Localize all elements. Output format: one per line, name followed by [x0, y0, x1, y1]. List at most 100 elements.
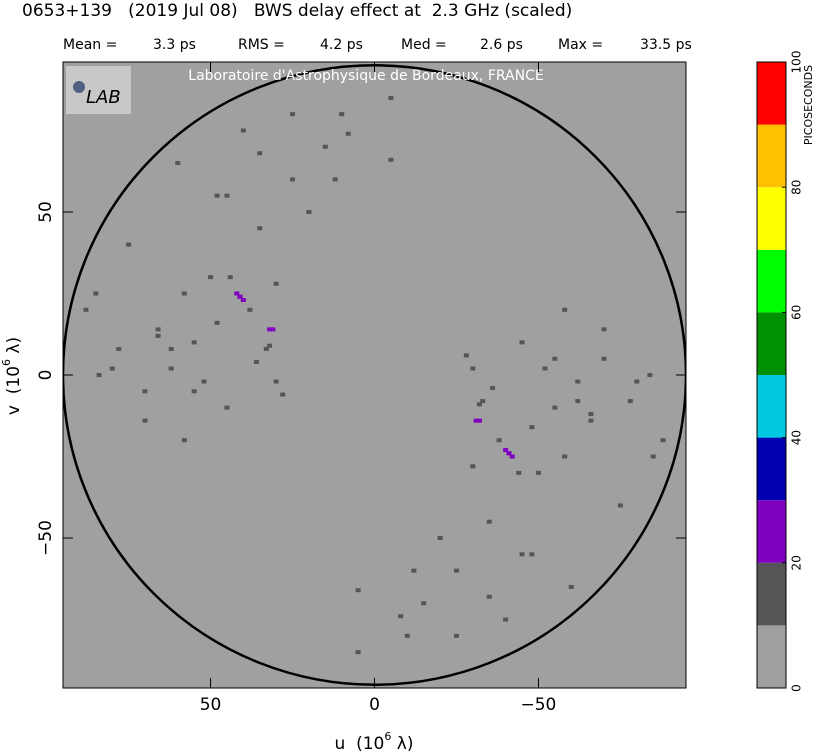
colorbar-tick-label: 20 — [790, 555, 804, 570]
colorbar-tick-label: 60 — [790, 305, 804, 320]
uv-point — [273, 281, 279, 286]
colorbar-segment — [757, 437, 786, 501]
uv-point — [437, 536, 443, 541]
colorbar-tick-label: 0 — [790, 684, 804, 692]
uv-point — [234, 291, 240, 296]
uv-point — [529, 552, 535, 557]
uv-point — [93, 291, 99, 296]
uv-point — [516, 470, 522, 475]
uv-point — [214, 193, 220, 198]
uv-point — [240, 298, 246, 303]
uv-point — [280, 392, 286, 397]
uv-point — [214, 320, 220, 325]
uv-point — [339, 112, 345, 117]
uv-point — [404, 633, 410, 638]
uv-point — [627, 399, 633, 404]
uv-point — [617, 503, 623, 508]
colorbar-segment — [757, 187, 786, 250]
uv-point — [224, 405, 230, 410]
colorbar-segment — [757, 249, 786, 313]
uv-point — [470, 464, 476, 469]
uv-point — [388, 95, 394, 100]
uv-point — [83, 307, 89, 312]
uv-point — [201, 379, 207, 384]
uv-point — [480, 399, 486, 404]
colorbar-tick-label: 100 — [790, 51, 804, 74]
uv-point — [509, 454, 515, 459]
uv-point — [398, 614, 404, 619]
colorbar-tick-label: 80 — [790, 180, 804, 195]
uv-point — [253, 359, 259, 364]
uv-point — [388, 157, 394, 162]
stat-label: Mean = — [63, 37, 117, 53]
uv-point — [496, 438, 502, 443]
uv-point — [453, 568, 459, 573]
label-unit: λ) — [391, 734, 413, 754]
logo-dot — [73, 81, 85, 93]
label-sup: 6 — [384, 730, 391, 743]
stat-label: RMS = — [238, 37, 285, 53]
uv-point — [453, 633, 459, 638]
uv-point — [191, 340, 197, 345]
uv-point — [411, 568, 417, 573]
stat-value: 2.6 ps — [480, 37, 523, 53]
uv-point — [270, 327, 276, 332]
label-sup: 6 — [0, 359, 13, 366]
uv-point — [257, 151, 263, 156]
colorbar-tick-label: 40 — [790, 430, 804, 445]
uv-point — [273, 379, 279, 384]
uv-point — [463, 353, 469, 358]
uv-point — [588, 418, 594, 423]
uv-point — [519, 340, 525, 345]
uv-point — [647, 373, 653, 377]
colorbar-segment — [757, 62, 786, 125]
uv-point — [552, 356, 558, 361]
y-axis-label: v (106 λ) — [0, 337, 24, 415]
uv-point — [227, 275, 233, 280]
uv-point — [224, 193, 230, 198]
uv-point — [237, 294, 243, 299]
uv-point — [290, 112, 296, 117]
uv-point — [116, 346, 122, 351]
uv-point — [575, 379, 581, 384]
uv-point — [109, 366, 115, 371]
stat-value: 33.5 ps — [640, 37, 692, 53]
uv-point — [168, 366, 174, 371]
uv-point — [96, 373, 102, 377]
uv-point — [542, 366, 548, 371]
y-tick-label: −50 — [36, 520, 56, 556]
uv-point — [476, 402, 482, 407]
uv-point — [588, 412, 594, 417]
colorbar-frame — [756, 61, 787, 689]
uv-point — [267, 327, 273, 332]
uv-point — [601, 327, 607, 332]
uv-point — [529, 425, 535, 430]
colorbar-segment — [757, 562, 786, 626]
uv-point — [247, 307, 253, 312]
uv-point — [490, 386, 496, 391]
uv-point — [208, 275, 214, 280]
x-tick-label: 50 — [200, 695, 222, 715]
uv-point — [506, 451, 512, 456]
colorbar-label: PICOSECONDS — [802, 65, 815, 145]
plot-background — [63, 62, 686, 688]
uv-point — [142, 418, 148, 423]
uv-point — [476, 418, 482, 423]
uv-point — [263, 346, 269, 351]
uv-point — [175, 161, 181, 166]
uv-point — [562, 307, 568, 312]
uv-point — [601, 356, 607, 361]
label-text: v (10 — [4, 366, 24, 415]
uv-point — [552, 405, 558, 410]
label-text: u (10 — [335, 734, 385, 754]
watermark: Laboratoire d'Astrophysique de Bordeaux,… — [188, 68, 543, 84]
x-axis-label: u (106 λ) — [335, 730, 414, 754]
uv-point — [486, 594, 492, 599]
uv-point — [142, 389, 148, 394]
uv-point — [568, 584, 574, 589]
uv-point — [290, 177, 296, 182]
uv-point — [240, 128, 246, 133]
uv-point — [535, 470, 541, 475]
